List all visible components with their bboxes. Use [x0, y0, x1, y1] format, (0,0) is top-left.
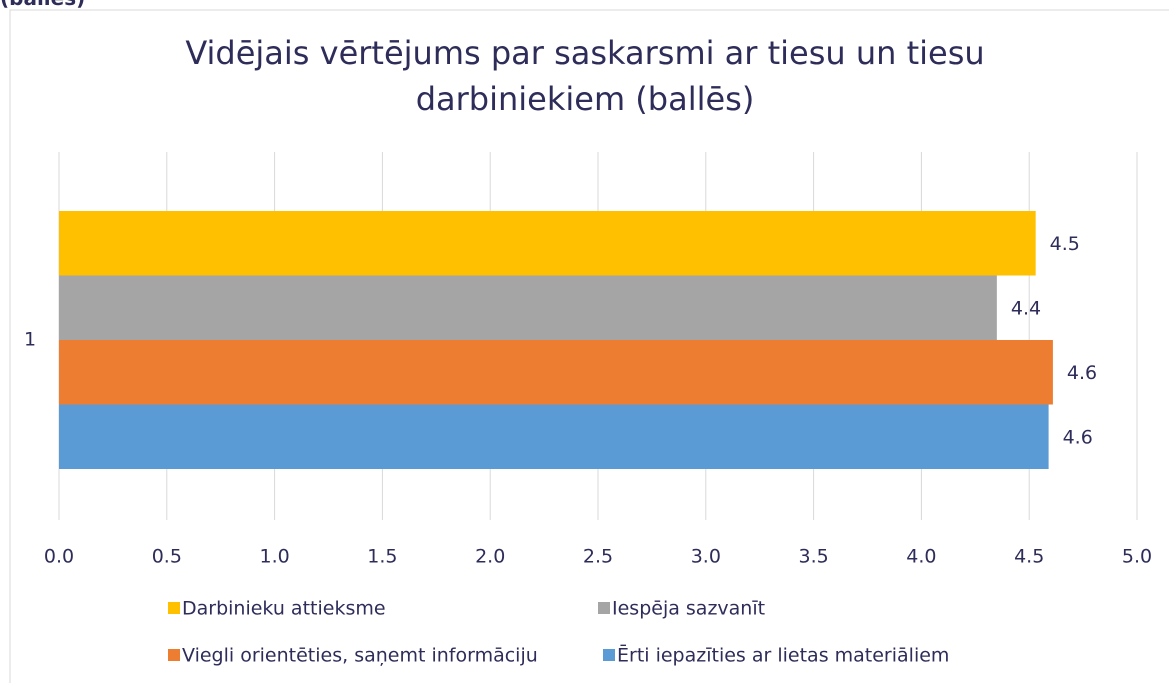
- y-tick-label: 1: [24, 329, 36, 351]
- bar: [59, 404, 1049, 469]
- legend-label: Darbinieku attieksme: [182, 598, 386, 620]
- x-tick-label: 0.5: [152, 546, 182, 568]
- legend-marker: [603, 649, 615, 661]
- x-tick-label: 0.0: [44, 546, 74, 568]
- x-tick-label: 3.5: [798, 546, 828, 568]
- x-tick-label: 1.0: [259, 546, 289, 568]
- bar: [59, 340, 1053, 405]
- legend-label: Viegli orientēties, saņemt informāciju: [182, 645, 538, 667]
- legend-marker: [168, 649, 180, 661]
- bar: [59, 211, 1036, 276]
- x-tick-label: 4.0: [906, 546, 936, 568]
- bar: [59, 275, 997, 340]
- legend-marker: [168, 602, 180, 614]
- data-label: 4.5: [1050, 233, 1080, 255]
- legend-label: Ērti iepazīties ar lietas materiāliem: [617, 643, 949, 667]
- chart-border: [9, 9, 1169, 683]
- x-tick-label: 5.0: [1122, 546, 1152, 568]
- legend-marker: [598, 602, 610, 614]
- data-label: 4.6: [1063, 426, 1093, 448]
- x-tick-label: 2.0: [475, 546, 505, 568]
- chart-title: Vidējais vērtējums par saskarsmi ar ties…: [185, 34, 985, 118]
- legend-label: Iespēja sazvanīt: [612, 598, 765, 620]
- x-tick-label: 4.5: [1014, 546, 1044, 568]
- x-tick-label: 2.5: [583, 546, 613, 568]
- x-tick-label: 3.0: [691, 546, 721, 568]
- x-tick-label: 1.5: [367, 546, 397, 568]
- header-fragment: (ballēs): [0, 0, 85, 10]
- data-label: 4.6: [1067, 362, 1097, 384]
- data-label: 4.4: [1011, 297, 1041, 319]
